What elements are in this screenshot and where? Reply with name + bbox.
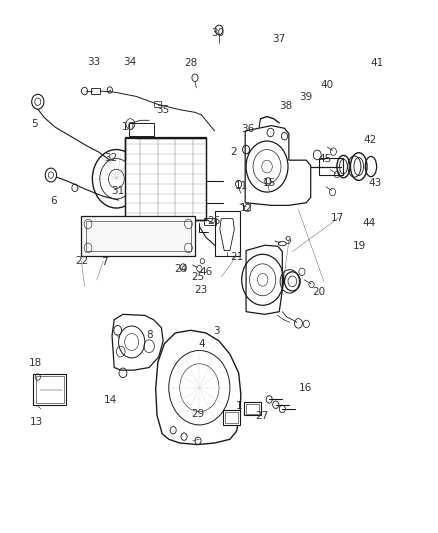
Polygon shape <box>155 330 241 445</box>
Text: 29: 29 <box>191 409 205 419</box>
Text: 43: 43 <box>369 177 382 188</box>
Text: 14: 14 <box>104 395 117 406</box>
Text: 35: 35 <box>156 104 170 115</box>
Bar <box>223 410 240 425</box>
Text: 9: 9 <box>285 236 291 246</box>
Text: 38: 38 <box>279 101 292 111</box>
Bar <box>81 216 195 256</box>
Text: 31: 31 <box>111 186 124 196</box>
Bar <box>33 374 66 405</box>
Text: 26: 26 <box>207 216 220 227</box>
Text: 40: 40 <box>321 80 334 90</box>
Bar <box>204 217 216 225</box>
Text: 5: 5 <box>32 119 38 129</box>
Polygon shape <box>246 245 283 314</box>
Text: 4: 4 <box>198 338 205 349</box>
Bar <box>35 376 64 402</box>
Text: 6: 6 <box>51 196 57 206</box>
Text: 27: 27 <box>255 411 268 422</box>
Text: 7: 7 <box>101 257 107 267</box>
Text: 42: 42 <box>363 135 376 145</box>
Bar <box>244 402 261 415</box>
Bar <box>246 403 259 414</box>
Bar <box>319 158 343 175</box>
Text: 25: 25 <box>191 272 205 282</box>
Bar <box>130 123 153 136</box>
Text: 13: 13 <box>30 417 43 427</box>
Text: 3: 3 <box>213 326 220 336</box>
Bar <box>86 221 191 251</box>
Text: 2: 2 <box>230 147 237 157</box>
Text: 10: 10 <box>122 122 135 132</box>
Text: 28: 28 <box>184 59 197 68</box>
Text: 18: 18 <box>29 358 42 368</box>
Text: 8: 8 <box>146 329 152 340</box>
Text: 1: 1 <box>235 401 242 411</box>
Bar <box>153 101 161 107</box>
Text: 39: 39 <box>299 92 312 102</box>
Text: 45: 45 <box>318 154 332 164</box>
Polygon shape <box>245 126 311 205</box>
Text: 44: 44 <box>362 218 375 228</box>
Text: 20: 20 <box>312 287 325 297</box>
Text: 15: 15 <box>263 177 276 188</box>
Text: 33: 33 <box>87 57 100 67</box>
Text: 22: 22 <box>75 256 88 266</box>
Text: 46: 46 <box>199 267 212 277</box>
Text: 23: 23 <box>194 286 207 295</box>
Text: 41: 41 <box>371 59 384 68</box>
Text: 32: 32 <box>104 152 117 163</box>
Text: 37: 37 <box>272 34 286 44</box>
Text: 12: 12 <box>240 203 253 213</box>
Polygon shape <box>112 314 163 370</box>
Bar <box>91 88 100 94</box>
Text: 21: 21 <box>230 252 243 262</box>
Text: 36: 36 <box>241 124 254 134</box>
Text: 30: 30 <box>211 28 224 38</box>
Bar <box>225 411 238 423</box>
Bar <box>215 211 240 256</box>
Text: 24: 24 <box>174 264 187 274</box>
Bar <box>125 138 206 220</box>
Text: 16: 16 <box>299 383 312 393</box>
Text: 19: 19 <box>353 241 366 251</box>
Text: 11: 11 <box>235 181 248 191</box>
Text: 34: 34 <box>123 57 136 67</box>
Text: 17: 17 <box>331 213 344 223</box>
